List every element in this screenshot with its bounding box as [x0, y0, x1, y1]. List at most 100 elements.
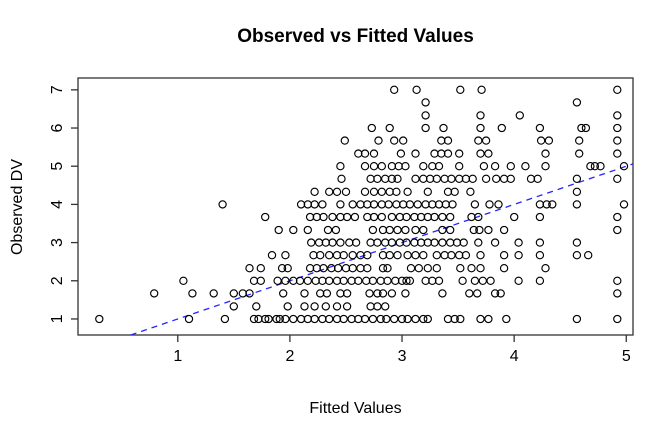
data-point: [325, 187, 334, 196]
data-point: [392, 187, 401, 196]
data-point: [296, 200, 306, 209]
data-point: [350, 212, 360, 222]
data-point: [403, 251, 412, 260]
data-point: [419, 251, 428, 260]
data-point: [368, 314, 378, 324]
data-point: [363, 251, 372, 260]
data-point: [577, 123, 586, 133]
data-point: [515, 111, 524, 120]
data-point: [360, 187, 370, 196]
data-point: [461, 174, 471, 183]
data-point: [184, 314, 194, 324]
data-point: [492, 174, 501, 183]
data-point: [403, 314, 412, 324]
data-point: [351, 238, 361, 247]
data-point: [281, 314, 290, 324]
data-point: [506, 162, 515, 171]
data-point: [303, 314, 312, 324]
data-point: [596, 162, 605, 171]
data-point: [432, 174, 441, 183]
data-point: [341, 187, 351, 196]
data-point: [410, 212, 419, 222]
data-point: [499, 264, 509, 273]
data-point: [395, 212, 404, 222]
data-point: [536, 136, 546, 145]
data-point: [209, 289, 218, 298]
data-point: [479, 162, 489, 171]
data-point: [465, 289, 474, 298]
data-point: [481, 174, 491, 183]
data-point: [385, 225, 394, 235]
data-point: [613, 136, 622, 145]
data-point: [459, 238, 468, 247]
data-point: [321, 238, 330, 247]
data-point: [378, 264, 388, 273]
data-point: [541, 162, 550, 171]
data-point: [455, 162, 464, 171]
data-point: [378, 289, 388, 298]
data-point: [316, 251, 325, 260]
data-point: [362, 276, 371, 285]
data-point: [535, 251, 545, 260]
y-tick-label: 7: [49, 85, 66, 94]
data-point: [437, 149, 446, 158]
data-point: [526, 174, 536, 183]
data-point: [486, 276, 495, 285]
data-point: [341, 264, 351, 273]
data-point: [377, 212, 386, 222]
data-point: [377, 200, 386, 209]
data-point: [369, 149, 379, 158]
data-point: [467, 264, 476, 273]
data-point: [384, 200, 393, 209]
data-point: [613, 149, 622, 158]
data-point: [428, 276, 437, 285]
data-point: [411, 225, 420, 235]
data-point: [399, 200, 408, 209]
data-point: [393, 174, 402, 183]
data-point: [401, 225, 410, 235]
data-point: [423, 314, 432, 324]
data-point: [289, 314, 298, 324]
data-point: [403, 187, 412, 196]
x-tick-label: 1: [173, 348, 182, 365]
data-point: [283, 264, 292, 273]
data-point: [575, 136, 584, 145]
data-point: [470, 200, 480, 209]
data-point: [399, 136, 408, 145]
data-point: [406, 264, 416, 273]
data-point: [411, 314, 420, 324]
data-point: [613, 85, 622, 94]
data-point: [229, 289, 238, 298]
data-point: [245, 264, 254, 273]
data-point: [514, 238, 523, 247]
data-point: [310, 302, 319, 311]
data-point: [430, 212, 439, 222]
data-point: [455, 174, 464, 183]
data-point: [300, 302, 309, 311]
data-point: [373, 302, 382, 311]
data-point: [496, 289, 505, 298]
data-point: [95, 314, 104, 324]
data-point: [581, 123, 591, 133]
data-point: [373, 238, 382, 247]
data-point: [414, 264, 423, 273]
data-point: [300, 289, 309, 298]
data-point: [369, 212, 379, 222]
data-point: [499, 225, 509, 235]
data-point: [354, 314, 363, 324]
data-point: [281, 251, 290, 260]
data-point: [289, 225, 298, 235]
data-point: [369, 162, 379, 171]
data-point: [499, 174, 509, 183]
data-point: [318, 276, 327, 285]
data-point: [336, 162, 345, 171]
data-point: [419, 162, 428, 171]
data-point: [378, 225, 388, 235]
data-point: [385, 251, 394, 260]
data-point: [474, 212, 483, 222]
data-point: [307, 238, 316, 247]
data-point: [366, 174, 375, 183]
data-point: [387, 238, 397, 247]
data-point: [383, 264, 392, 273]
